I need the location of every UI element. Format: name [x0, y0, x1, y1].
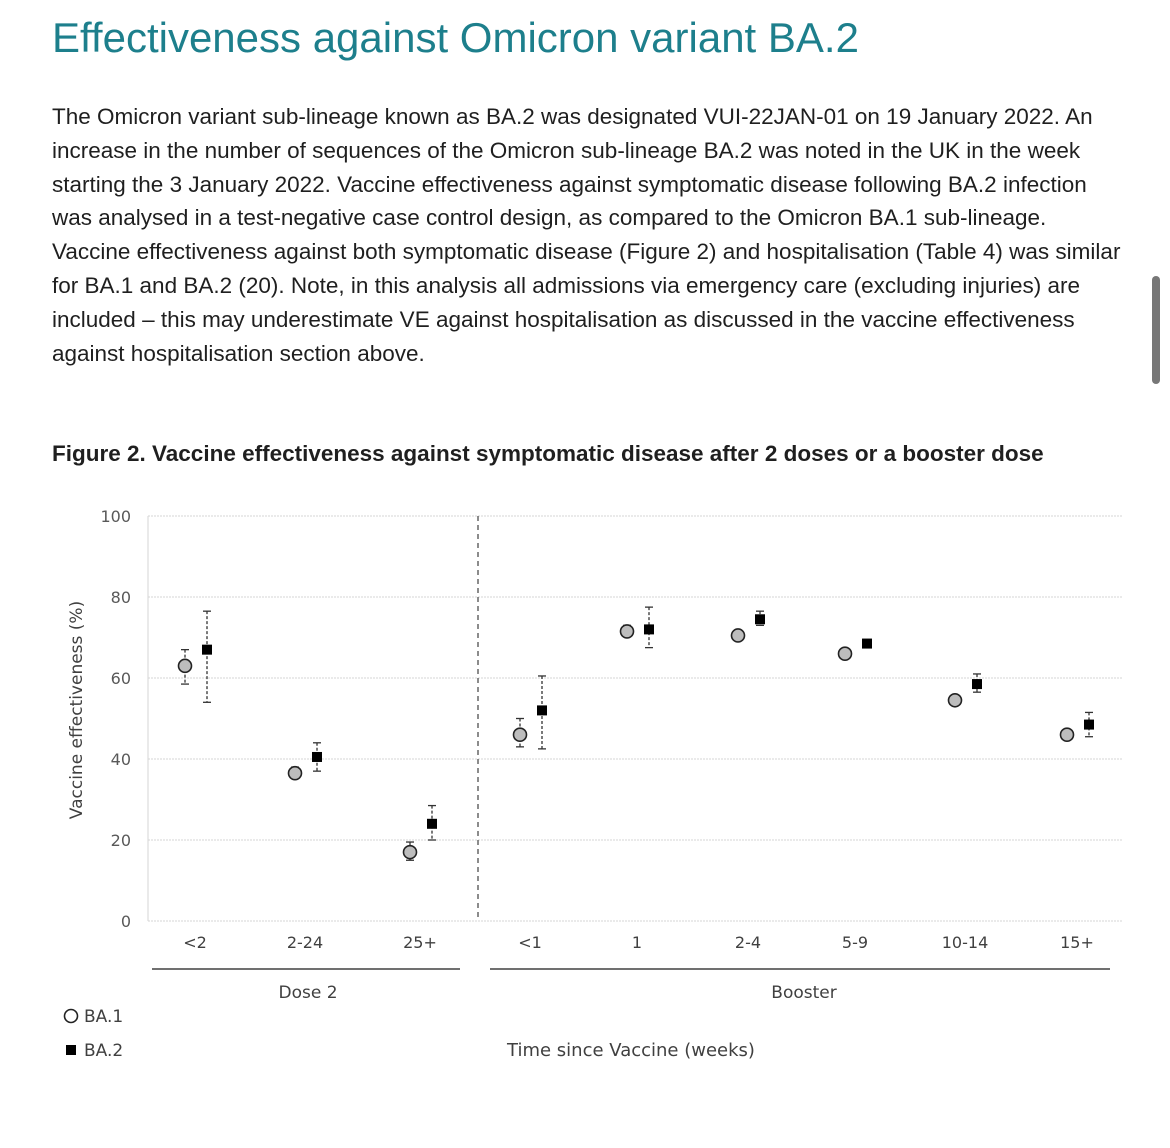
data-point-ba2	[972, 679, 982, 690]
x-tick-label: 2-24	[287, 933, 323, 952]
x-tick-label: 5-9	[842, 933, 868, 952]
group-label: Booster	[771, 983, 836, 1003]
data-point-ba1	[402, 844, 418, 860]
data-point-ba1	[947, 692, 963, 708]
legend-marker-ba2	[66, 1045, 76, 1055]
data-point-ba1	[1059, 727, 1075, 743]
data-point-ba2	[427, 818, 437, 829]
x-tick-label: 10-14	[942, 933, 989, 952]
x-tick-label: <1	[518, 933, 542, 952]
data-point-ba2	[644, 624, 654, 635]
data-point-ba1	[287, 765, 303, 781]
legend-label-ba1: BA.1	[84, 1007, 123, 1027]
y-tick-label: 100	[100, 507, 131, 526]
data-point-ba2	[312, 751, 322, 762]
x-tick-label: 1	[632, 933, 642, 952]
x-tick-label: <2	[183, 933, 207, 952]
page-title: Effectiveness against Omicron variant BA…	[52, 14, 859, 61]
x-tick-label: 25+	[403, 933, 437, 952]
y-axis-label: Vaccine effectiveness (%)	[67, 601, 87, 819]
data-point-ba1	[730, 628, 746, 643]
data-point-ba2	[1084, 719, 1094, 730]
legend-label-ba2: BA.2	[84, 1041, 123, 1061]
legend-marker-ba1	[63, 1008, 79, 1024]
x-axis-label: Time since Vaccine (weeks)	[506, 1040, 755, 1061]
y-tick-label: 40	[111, 750, 131, 769]
y-tick-label: 0	[121, 912, 131, 931]
y-tick-label: 20	[111, 831, 131, 850]
x-tick-label: 15+	[1060, 933, 1094, 952]
data-point-ba2	[202, 644, 212, 655]
data-point-ba1	[619, 624, 635, 639]
data-point-ba1	[177, 658, 193, 674]
data-point-ba2	[862, 638, 872, 649]
y-tick-label: 80	[111, 588, 131, 607]
data-point-ba2	[755, 614, 765, 625]
x-tick-label: 2-4	[735, 933, 761, 952]
data-point-ba2	[537, 705, 547, 716]
data-point-ba1	[837, 646, 853, 662]
body-paragraph: The Omicron variant sub-lineage known as…	[52, 104, 1121, 366]
y-tick-label: 60	[111, 669, 131, 688]
figure-caption: Figure 2. Vaccine effectiveness against …	[52, 441, 1044, 466]
data-point-ba1	[512, 727, 528, 743]
group-label: Dose 2	[278, 983, 337, 1003]
scrollbar-thumb[interactable]	[1152, 276, 1160, 384]
